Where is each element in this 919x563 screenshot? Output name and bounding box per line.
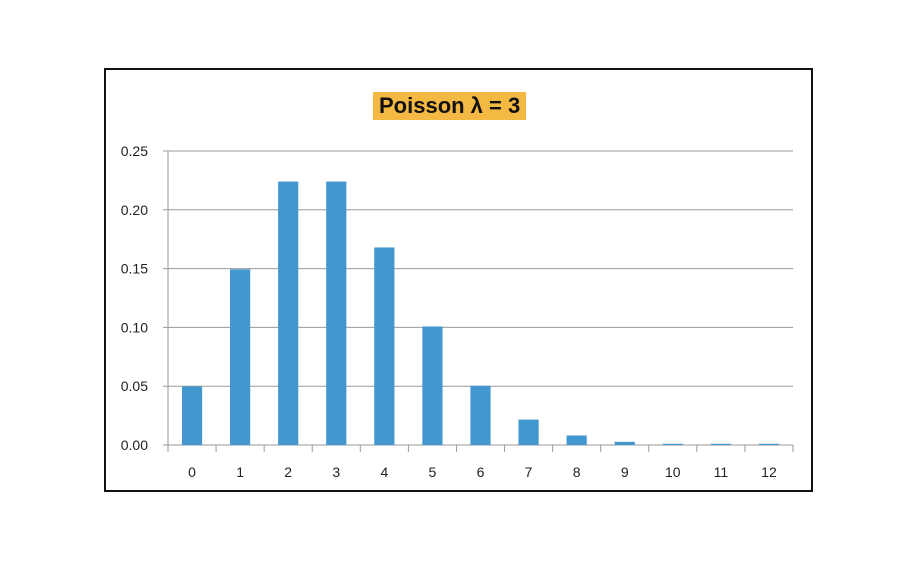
x-tick-label: 10 <box>665 464 681 480</box>
y-tick-label: 0.10 <box>121 319 148 335</box>
bar-9 <box>614 441 635 445</box>
y-tick-label: 0.15 <box>121 261 148 277</box>
bar-11 <box>710 443 731 445</box>
y-tick-label: 0.00 <box>121 437 148 453</box>
y-tick-label: 0.20 <box>121 202 148 218</box>
x-tick-label: 6 <box>477 464 485 480</box>
bar-10 <box>662 443 683 445</box>
x-tick-label: 4 <box>380 464 388 480</box>
bar-6 <box>470 385 491 445</box>
bar-4 <box>374 247 395 445</box>
bars <box>181 181 780 446</box>
bar-2 <box>278 181 299 446</box>
x-tick-label: 5 <box>429 464 437 480</box>
chart-frame <box>104 68 813 492</box>
y-tick-label: 0.25 <box>121 143 148 159</box>
x-tick-label: 12 <box>761 464 777 480</box>
bar-7 <box>518 419 539 445</box>
bar-0 <box>181 386 203 445</box>
bar-3 <box>326 181 347 446</box>
y-tick-label: 0.05 <box>121 378 148 394</box>
x-tick-label: 0 <box>188 464 196 480</box>
bar-8 <box>566 435 587 445</box>
bar-5 <box>422 326 443 445</box>
tick-labels: 0.000.050.100.150.200.250 1 2 3 4 5 6 7 8 9 10 11 12 <box>121 143 777 480</box>
x-tick-label: 8 <box>573 464 581 480</box>
x-tick-label: 11 <box>714 464 729 480</box>
x-tick-label: 1 <box>236 464 244 480</box>
x-tick-label: 7 <box>525 464 533 480</box>
bar-1 <box>230 269 251 445</box>
x-tick-label: 9 <box>621 464 629 480</box>
bar-12 <box>758 443 780 445</box>
x-tick-label: 2 <box>284 464 292 480</box>
gridlines <box>168 150 793 387</box>
chart-title: Poisson λ = 3 <box>373 92 527 120</box>
x-tick-label: 3 <box>332 464 340 480</box>
